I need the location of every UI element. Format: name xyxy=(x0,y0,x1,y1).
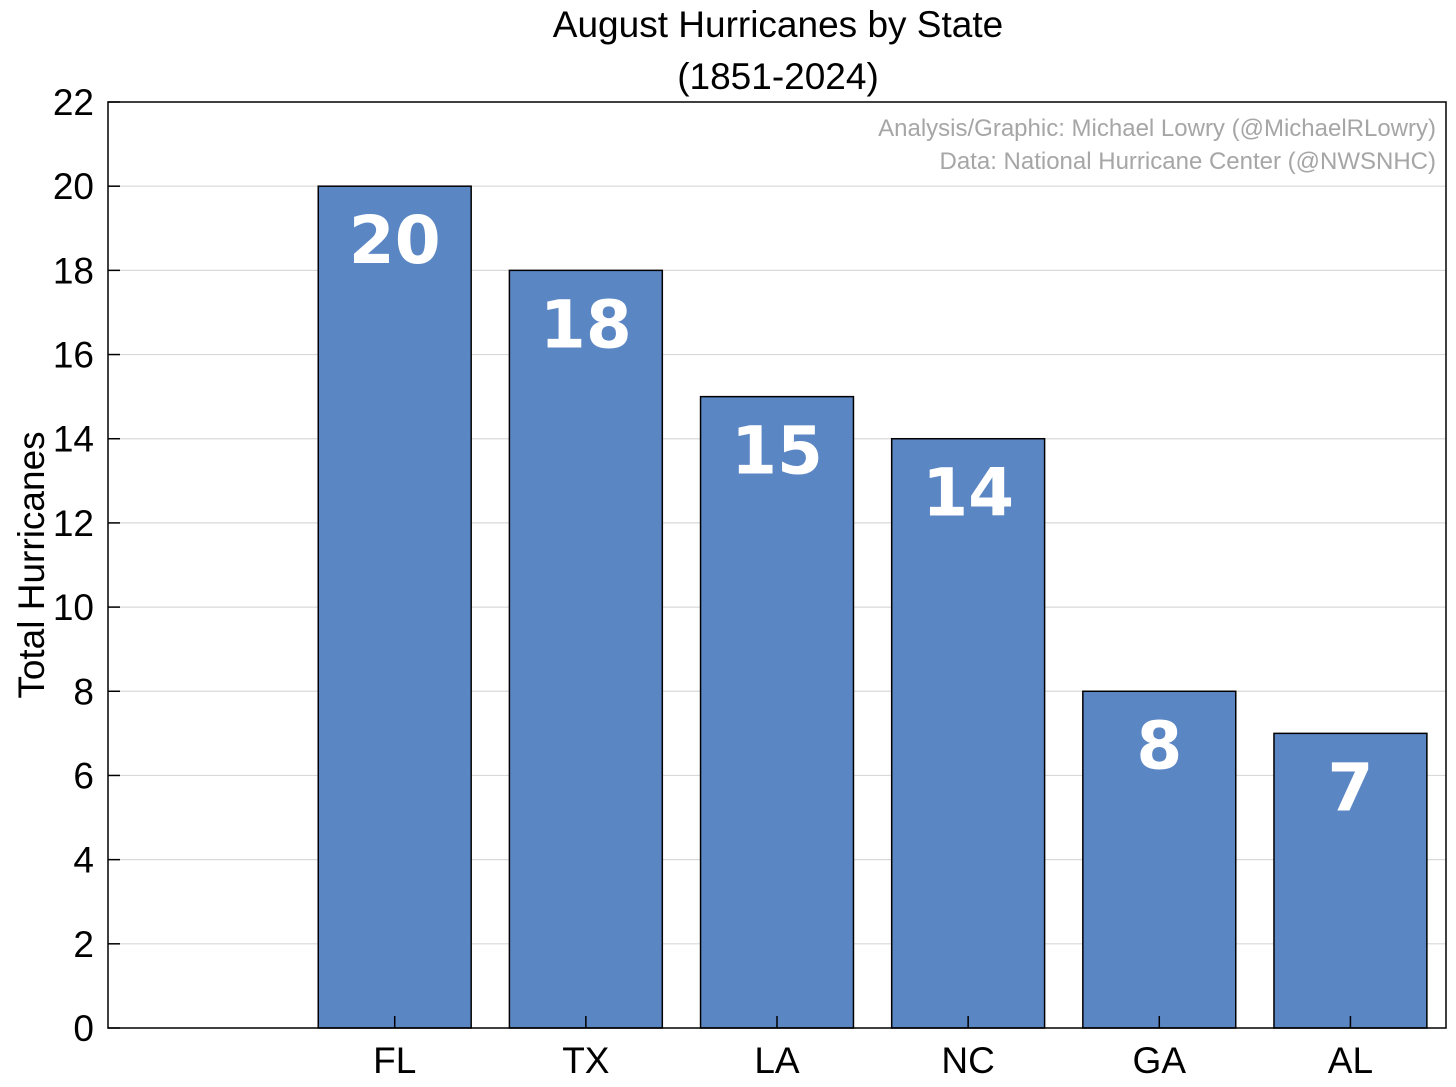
y-tick-label: 18 xyxy=(53,250,94,291)
y-tick-label: 20 xyxy=(53,166,94,207)
bar-tx xyxy=(508,269,664,1029)
bar-value-label: 8 xyxy=(1136,707,1182,784)
plot-frame xyxy=(107,101,1447,1029)
x-tick-label: FL xyxy=(373,1040,416,1081)
x-tick-label: AL xyxy=(1328,1040,1373,1081)
x-tick-label: LA xyxy=(754,1040,800,1081)
chart-subtitle: (1851-2024) xyxy=(677,56,879,97)
y-tick-label: 2 xyxy=(73,924,94,965)
bar-fl xyxy=(317,185,472,1029)
bar-al xyxy=(1273,732,1428,1029)
bar-value-label: 7 xyxy=(1327,749,1373,826)
y-tick-label: 12 xyxy=(53,503,94,544)
x-tick-label: TX xyxy=(562,1040,609,1081)
y-tick-label: 14 xyxy=(53,419,94,460)
y-tick-label: 16 xyxy=(53,335,94,376)
x-tick-label: GA xyxy=(1133,1040,1187,1081)
y-axis-label: Total Hurricanes xyxy=(11,431,52,698)
bar-la xyxy=(699,395,855,1029)
y-tick-label: 6 xyxy=(73,755,94,796)
bar-value-label: 18 xyxy=(540,286,632,363)
y-tick-label: 8 xyxy=(73,671,94,712)
bar-value-label: 20 xyxy=(349,202,441,279)
y-tick-label: 22 xyxy=(53,82,94,123)
bar-nc xyxy=(890,437,1046,1029)
bar-value-label: 14 xyxy=(922,455,1014,532)
x-tick-label: NC xyxy=(941,1040,994,1081)
y-tick-label: 0 xyxy=(73,1008,94,1049)
credit-data: Data: National Hurricane Center (@NWSNHC… xyxy=(940,148,1437,175)
bar-data-labels: 20 18 15 14 8 7 xyxy=(349,202,1374,826)
y-tick-label: 10 xyxy=(53,587,94,628)
y-axis-ticks: 0 2 4 6 8 10 12 14 16 18 20 22 xyxy=(53,82,120,1049)
bar-ga xyxy=(1082,690,1237,1029)
chart-title: August Hurricanes by State xyxy=(553,4,1003,45)
credit-analysis: Analysis/Graphic: Michael Lowry (@Michae… xyxy=(878,115,1436,142)
x-axis-ticks: FL TX LA NC GA AL xyxy=(373,1016,1373,1081)
y-tick-label: 4 xyxy=(73,840,94,881)
bar-value-label: 15 xyxy=(731,413,823,490)
